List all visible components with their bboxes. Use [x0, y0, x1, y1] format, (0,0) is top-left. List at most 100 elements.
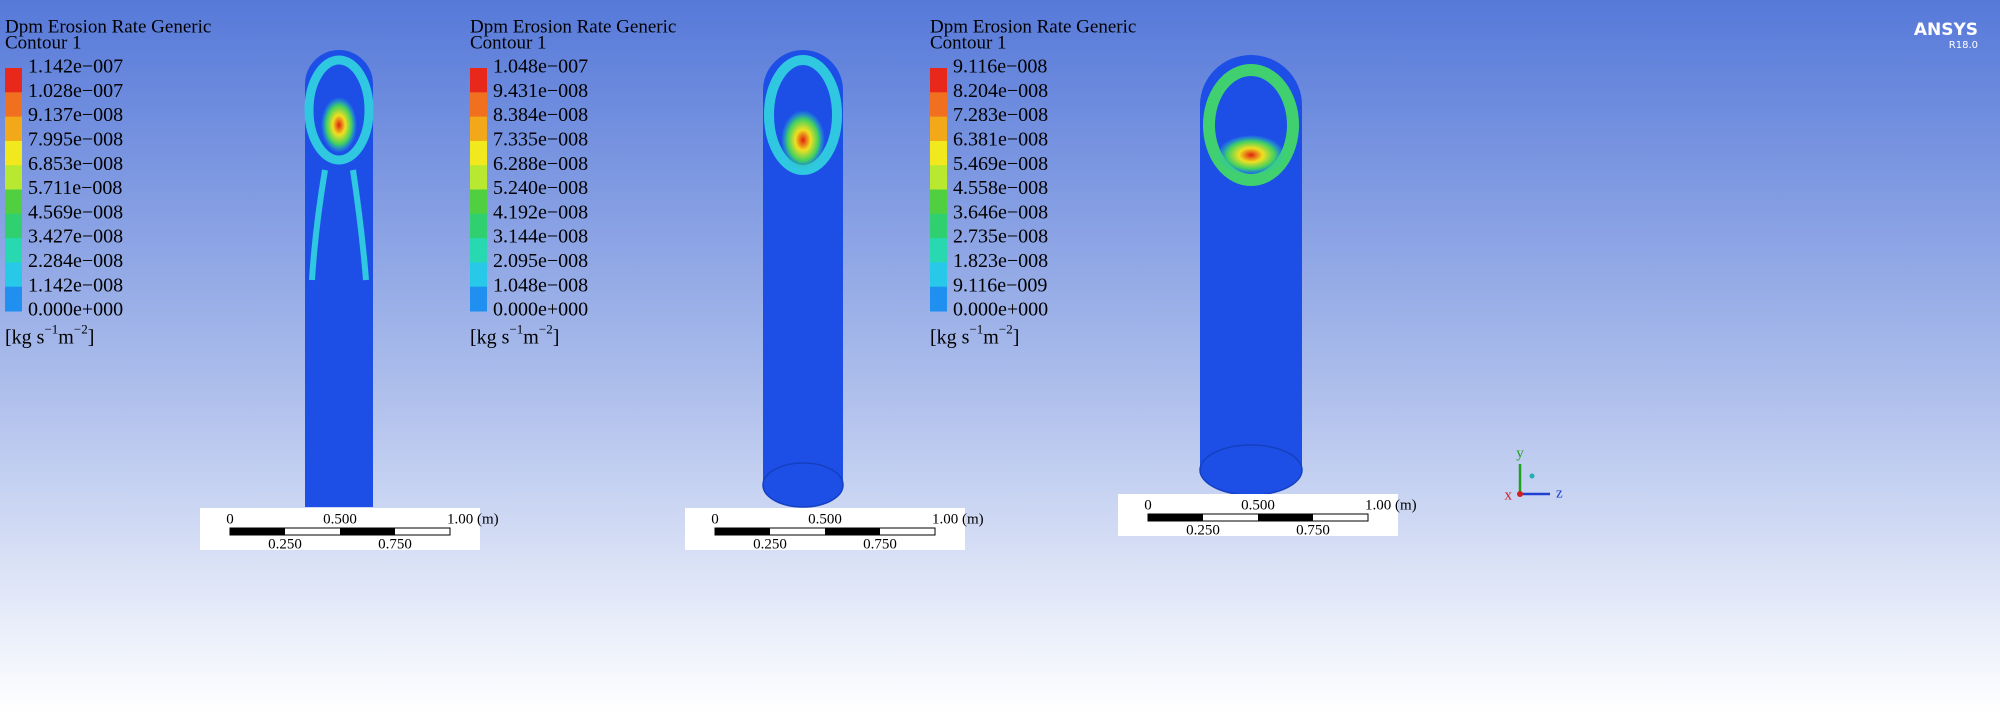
- legend-level: 4.569e−008: [28, 201, 123, 223]
- legend-level: 7.335e−008: [493, 128, 588, 150]
- legend-level: 6.288e−008: [493, 153, 588, 175]
- legend-unit: [kg s−1m−2]: [5, 322, 94, 348]
- scale-label: 1.00 (m): [447, 511, 499, 527]
- scale-label: 0.250: [753, 536, 787, 552]
- unit-part: −2: [999, 322, 1013, 337]
- legend-subtitle: Contour 1: [470, 32, 547, 53]
- unit-part: ]: [88, 326, 95, 348]
- legend-level: 8.384e−008: [493, 104, 588, 126]
- legend-level: 2.095e−008: [493, 250, 588, 272]
- color-band: [930, 238, 947, 263]
- unit-part: m: [58, 326, 74, 348]
- color-band: [930, 189, 947, 215]
- scale-label: 0: [226, 511, 234, 527]
- scale-label: 0.500: [1241, 497, 1275, 513]
- unit-part: [kg s: [5, 326, 45, 348]
- unit-part: −2: [539, 322, 553, 337]
- scale-label: 0: [711, 511, 719, 527]
- legend-level: 6.381e−008: [953, 128, 1048, 150]
- scale-seg: [340, 528, 395, 535]
- legend-level: 7.995e−008: [28, 128, 123, 150]
- legend-unit: [kg s−1m−2]: [470, 322, 559, 348]
- legend-level: 5.711e−008: [28, 177, 122, 199]
- unit-part: ]: [1013, 326, 1020, 348]
- legend-level: 2.284e−008: [28, 250, 123, 272]
- legend-level: 1.048e−007: [493, 56, 588, 78]
- scale-label: 1.00 (m): [932, 511, 984, 527]
- legend-subtitle: Contour 1: [930, 32, 1007, 53]
- color-band: [930, 165, 947, 190]
- legend-level: 1.142e−008: [28, 274, 123, 296]
- color-band: [5, 189, 22, 215]
- axis-label: y: [1516, 445, 1524, 461]
- scale-label: 0.750: [378, 536, 412, 552]
- tube-3: [1199, 55, 1303, 496]
- legend-level: 3.144e−008: [493, 226, 588, 248]
- tube-1: [304, 50, 374, 507]
- scale-seg: [715, 528, 770, 535]
- legend-level: 1.823e−008: [953, 250, 1048, 272]
- legend-level: 0.000e+000: [953, 299, 1048, 321]
- legend-title: Dpm Erosion Rate Generic: [470, 16, 676, 37]
- logo-name: ANSYS: [1914, 20, 1978, 40]
- scale-label: 0.750: [863, 536, 897, 552]
- unit-part: ]: [553, 326, 560, 348]
- color-band: [470, 238, 487, 263]
- color-band: [5, 165, 22, 190]
- color-band: [930, 116, 947, 142]
- legend-level: 8.204e−008: [953, 80, 1048, 102]
- unit-part: −1: [969, 322, 983, 337]
- unit-part: [kg s: [470, 326, 510, 348]
- legend-level: 2.735e−008: [953, 226, 1048, 248]
- legend-level: 0.000e+000: [493, 299, 588, 321]
- axis-dot: [1529, 473, 1535, 479]
- unit-part: m: [523, 326, 539, 348]
- axis-x: [1517, 491, 1523, 497]
- legend-title: Dpm Erosion Rate Generic: [5, 16, 211, 37]
- color-band: [930, 262, 947, 288]
- color-band: [930, 286, 947, 312]
- legend-unit: [kg s−1m−2]: [930, 322, 1019, 348]
- legend-level: 3.646e−008: [953, 201, 1048, 223]
- legend-level: 1.048e−008: [493, 274, 588, 296]
- legend-level: 9.137e−008: [28, 104, 123, 126]
- legend-subtitle: Contour 1: [5, 32, 82, 53]
- color-band: [470, 68, 487, 93]
- legend-level: 4.192e−008: [493, 201, 588, 223]
- logo-version: R18.0: [1949, 40, 1978, 51]
- color-band: [5, 238, 22, 263]
- legend-level: 4.558e−008: [953, 177, 1048, 199]
- scale-label: 0.750: [1296, 522, 1330, 538]
- color-band: [470, 92, 487, 118]
- color-band: [470, 165, 487, 190]
- legend-level: 9.116e−008: [953, 56, 1047, 78]
- scale-seg: [1258, 514, 1313, 521]
- color-band: [5, 92, 22, 118]
- unit-part: −2: [74, 322, 88, 337]
- color-band: [5, 116, 22, 142]
- scale-label: 0.500: [323, 511, 357, 527]
- axis-label: x: [1505, 487, 1513, 503]
- color-band: [930, 92, 947, 118]
- color-band: [930, 213, 947, 239]
- scale-seg: [825, 528, 880, 535]
- unit-part: m: [983, 326, 999, 348]
- legend-level: 1.142e−007: [28, 56, 123, 78]
- tube-2: [762, 50, 844, 508]
- color-band: [5, 213, 22, 239]
- unit-part: −1: [509, 322, 523, 337]
- color-band: [470, 286, 487, 312]
- legend-level: 1.028e−007: [28, 80, 123, 102]
- unit-part: −1: [44, 322, 58, 337]
- legend-level: 6.853e−008: [28, 153, 123, 175]
- color-band: [930, 140, 947, 166]
- legend-level: 9.116e−009: [953, 274, 1047, 296]
- color-band: [470, 213, 487, 239]
- legend-level: 3.427e−008: [28, 226, 123, 248]
- legend-level: 5.469e−008: [953, 153, 1048, 175]
- legend-level: 0.000e+000: [28, 299, 123, 321]
- axis-label: z: [1556, 485, 1563, 501]
- scale-label: 1.00 (m): [1365, 497, 1417, 513]
